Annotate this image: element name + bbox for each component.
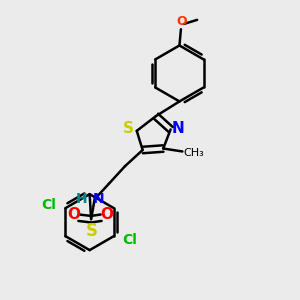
Text: O: O [67,207,80,222]
Text: H: H [76,192,87,206]
Text: CH₃: CH₃ [184,148,205,158]
Text: N: N [93,192,104,206]
Text: O: O [100,207,113,222]
Text: Cl: Cl [123,233,138,247]
Text: N: N [171,121,184,136]
Text: O: O [176,15,187,28]
Text: S: S [123,121,134,136]
Text: S: S [85,221,98,239]
Text: Cl: Cl [42,198,57,212]
